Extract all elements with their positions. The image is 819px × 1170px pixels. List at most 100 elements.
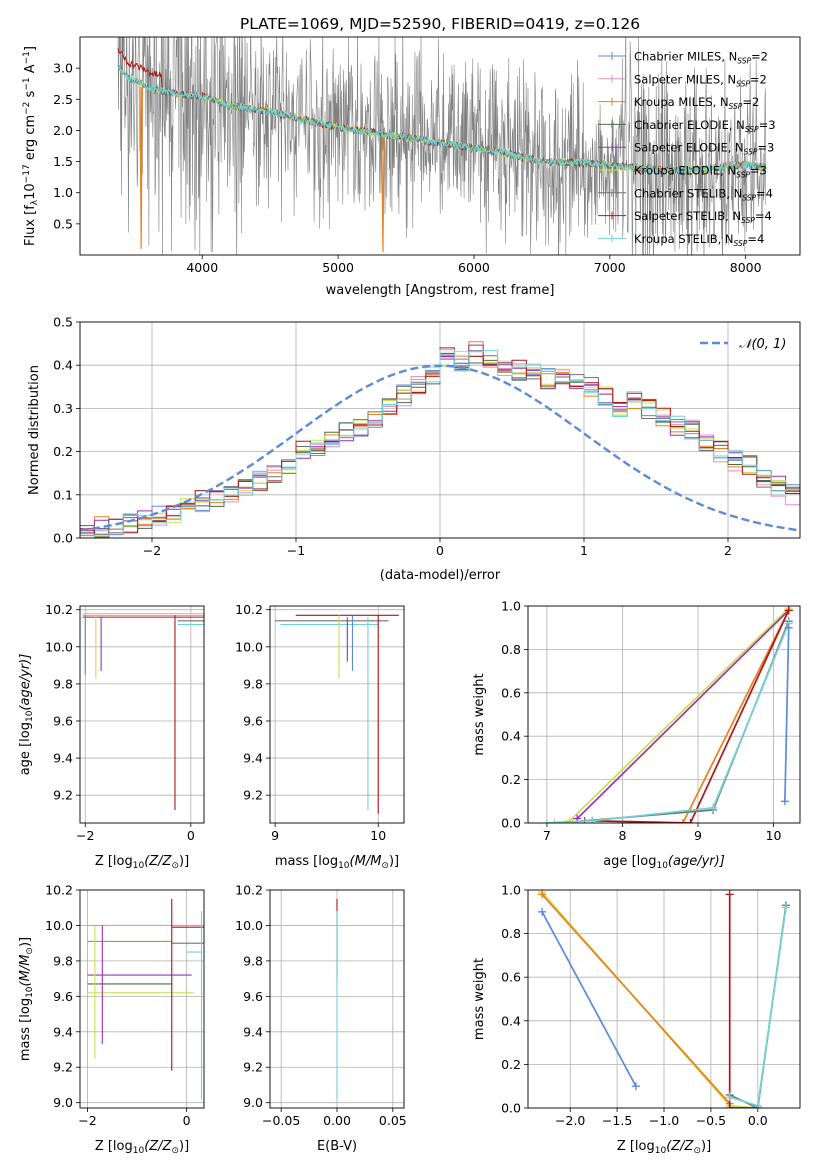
x-tick-label: 9	[694, 828, 702, 843]
legend-entry-name: Salpeter ELODIE, N	[634, 141, 744, 155]
x-tick-label: 1	[580, 543, 588, 558]
x-tick-label: 4000	[186, 260, 218, 275]
y-tick-label: 10.0	[45, 639, 73, 654]
panel-residuals: −2 −1 0 1 2 0.0 0.1 0.2 0.3 0.4 0.5 (data-model)/er…	[27, 315, 801, 583]
legend-label: Salpeter MILES, NSSP=2	[634, 72, 767, 88]
legend-entry-nssp: =2	[742, 95, 759, 109]
y-tick-label: 9.0	[243, 1095, 263, 1110]
x-tick-label: −1.5	[602, 1113, 632, 1128]
label-part: (Z/Z	[666, 1139, 694, 1154]
legend-label: Kroupa ELODIE, NSSP=3	[634, 164, 767, 180]
x-tick-label: −2	[76, 828, 94, 843]
x-axis-label: wavelength [Angstrom, rest frame]	[326, 283, 555, 298]
series-line-kroupa_miles	[682, 609, 790, 823]
plot-area-mass_weight_vs_age	[542, 606, 793, 823]
series-line-chabrier_miles	[541, 911, 637, 1087]
label-part: −2	[22, 102, 32, 115]
label-part: (age/yr)]	[668, 854, 725, 869]
y-tick-label: 1.5	[53, 154, 73, 169]
legend-entry-name: Kroupa STELIB, N	[634, 232, 734, 246]
x-tick-label: 9	[271, 828, 279, 843]
label-part: 10	[23, 183, 38, 200]
legend-entry-name: Chabrier MILES, N	[634, 50, 737, 64]
legend-entry-nssp: =4	[747, 232, 764, 246]
y-tick-label: 0.2	[53, 444, 73, 459]
x-tick-label: 0.00	[323, 1113, 351, 1128]
axes-frame	[79, 36, 801, 256]
label-part: −1	[22, 51, 32, 64]
series-marker-chabrier_miles	[780, 797, 789, 806]
legend-label-gaussian: 𝒩(0, 1)	[739, 337, 786, 352]
y-axis-label: age [log10(age/yr)]	[18, 654, 35, 776]
legend-label: Kroupa STELIB, NSSP=4	[634, 232, 764, 248]
x-axis-label: mass [log10(M/M⊙)]	[275, 854, 399, 871]
x-tick-label: −1	[287, 543, 305, 558]
series-marker-kroupa_elodie	[550, 819, 559, 823]
panel-mass_vs_ebv: −0.05 0.00 0.05 9.0 9.2 9.4 9.6 9.8 10.0 10.2 E(B-…	[235, 883, 407, 1155]
series-marker-salpeter_stelib	[784, 606, 793, 615]
series-marker-salpeter_stelib	[686, 819, 695, 823]
x-axis-label: E(B-V)	[317, 1139, 357, 1154]
legend-entry-nssp: =3	[759, 118, 776, 132]
axes-frame	[527, 889, 801, 1109]
label-part: Z [log	[95, 854, 133, 869]
panels: 4000 5000 6000 7000 80000.51.01.52.02.53.0wa…	[18, 36, 801, 1156]
series-line-salpeter_elodie	[576, 609, 790, 820]
y-axis-label: mass [log10(M/M⊙)]	[18, 937, 35, 1061]
legend-entry-nssp: =3	[757, 141, 774, 155]
label-part: (Z/Z	[144, 854, 172, 869]
label-part: 10	[656, 861, 668, 871]
axes-frame	[79, 321, 801, 539]
x-tick-label: 0.05	[379, 1113, 407, 1128]
label-part: ⊙	[381, 861, 389, 871]
axes-frame	[269, 889, 405, 1109]
series-marker-kroupa_stelib	[709, 803, 718, 812]
spectrum-model-kroupa_stelib	[117, 64, 767, 176]
x-tick-label: 10	[766, 828, 782, 843]
label-part: (Z/Z	[144, 1139, 172, 1154]
y-tick-label: 0.4	[501, 1013, 521, 1028]
plot-area-spectrum	[117, 37, 767, 255]
legend-label: Chabrier STELIB, NSSP=4	[634, 186, 773, 202]
axes-frame	[527, 605, 801, 824]
series-marker-kroupa_miles	[678, 819, 687, 823]
axes-frame	[269, 605, 405, 824]
gaussian-curve	[80, 364, 800, 532]
y-tick-label: 9.8	[243, 953, 263, 968]
legend-label: Salpeter ELODIE, NSSP=3	[634, 141, 774, 157]
y-tick-label: 10.0	[235, 918, 263, 933]
histogram-kroupa_stelib	[80, 349, 800, 538]
y-tick-label: 0.5	[53, 315, 73, 330]
plot-area-residuals	[80, 341, 800, 538]
y-tick-label: 9.6	[243, 989, 263, 1004]
y-tick-label: 2.0	[53, 123, 73, 138]
label-part: mass [log	[275, 854, 338, 869]
panel-age_vs_Z: −2 09.29.49.69.810.010.2Z [log10(Z/Z⊙)]ag…	[18, 602, 205, 871]
y-tick-label: 0.4	[501, 729, 521, 744]
legend-entry-sub: SSP	[736, 171, 750, 180]
y-tick-label: 9.4	[243, 751, 263, 766]
plot-area-mass_vs_Z	[87, 898, 204, 1100]
series-line-salpeter_stelib	[592, 609, 790, 823]
label-part: s	[23, 90, 38, 101]
panel-mass_vs_Z: −2 09.09.29.49.69.810.010.2Z [log10(Z/Z⊙)…	[18, 883, 205, 1156]
x-tick-label: 0	[187, 828, 195, 843]
series-line-kroupa_miles	[541, 893, 731, 1105]
y-tick-label: 0.0	[501, 1101, 521, 1116]
label-part: Flux [f	[23, 205, 38, 246]
label-part: 10	[25, 710, 35, 722]
x-tick-label: 2	[724, 543, 732, 558]
figure-title: PLATE=1069, MJD=52590, FIBERID=0419, z=0…	[240, 15, 640, 33]
label-part: Z [log	[95, 1139, 133, 1154]
label-part: erg cm	[23, 115, 38, 164]
label-part: mass [log	[18, 998, 33, 1061]
x-tick-label: 5000	[322, 260, 354, 275]
y-tick-label: 9.2	[53, 788, 73, 803]
y-tick-label: 10.2	[235, 883, 263, 898]
y-tick-label: 0.5	[53, 216, 73, 231]
y-tick-label: 1.0	[53, 185, 73, 200]
plot-area-age_vs_Z	[82, 612, 204, 811]
y-tick-label: 2.5	[53, 92, 73, 107]
